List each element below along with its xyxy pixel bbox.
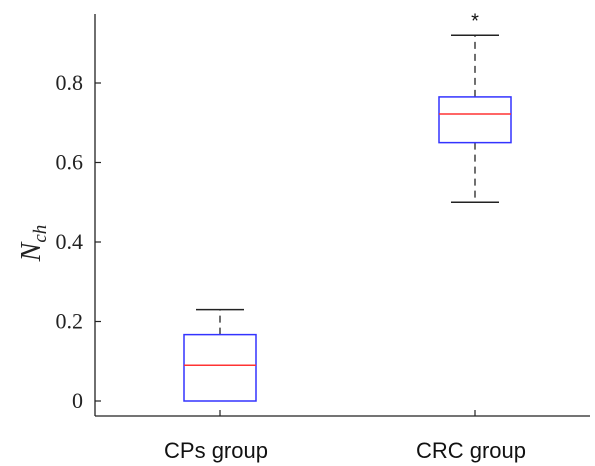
x-category-label: CRC group	[416, 438, 526, 463]
y-axis-label-main: N	[16, 241, 47, 262]
significance-marker: *	[471, 10, 479, 32]
y-tick-label: 0	[72, 388, 83, 413]
x-category-label: CPs group	[164, 438, 268, 463]
y-axis-label: Nch	[16, 225, 51, 263]
box-2: *	[438, 10, 512, 203]
axes: 0 0.2 0.4 0.6 0.8	[56, 14, 590, 417]
iqr-box	[438, 96, 512, 144]
iqr-box	[183, 333, 257, 402]
y-tick-label: 0.2	[56, 309, 84, 334]
y-tick-label: 0.8	[56, 70, 84, 95]
y-axis-label-subscript: ch	[30, 225, 51, 243]
y-tick-label: 0.4	[56, 229, 84, 254]
y-tick-label: 0.6	[56, 150, 84, 175]
axis-labels: CPs group CRC group Nch	[16, 225, 526, 463]
box-plot-series: *	[183, 10, 512, 402]
box-1	[183, 308, 257, 402]
